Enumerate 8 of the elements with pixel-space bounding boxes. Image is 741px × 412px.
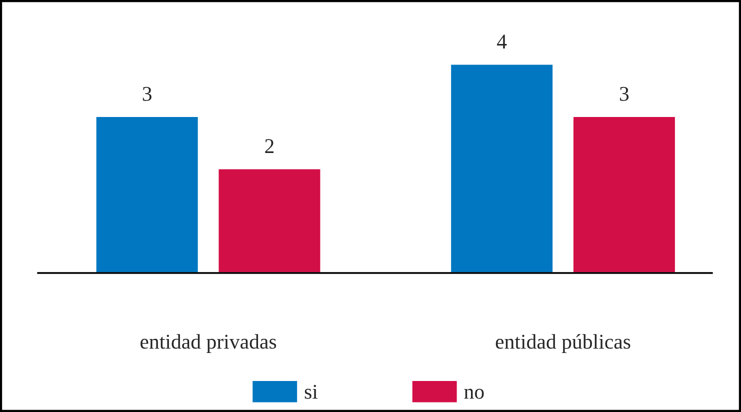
legend-label: si xyxy=(304,384,318,399)
data-label: 4 xyxy=(497,34,507,48)
data-label: 3 xyxy=(142,86,152,101)
data-label: 2 xyxy=(265,139,274,153)
x-tick-label: entidad públicas xyxy=(496,334,630,354)
legend-label: no xyxy=(464,388,484,399)
x-tick-label: entidad privadas xyxy=(140,334,276,354)
data-label: 3 xyxy=(620,86,629,101)
